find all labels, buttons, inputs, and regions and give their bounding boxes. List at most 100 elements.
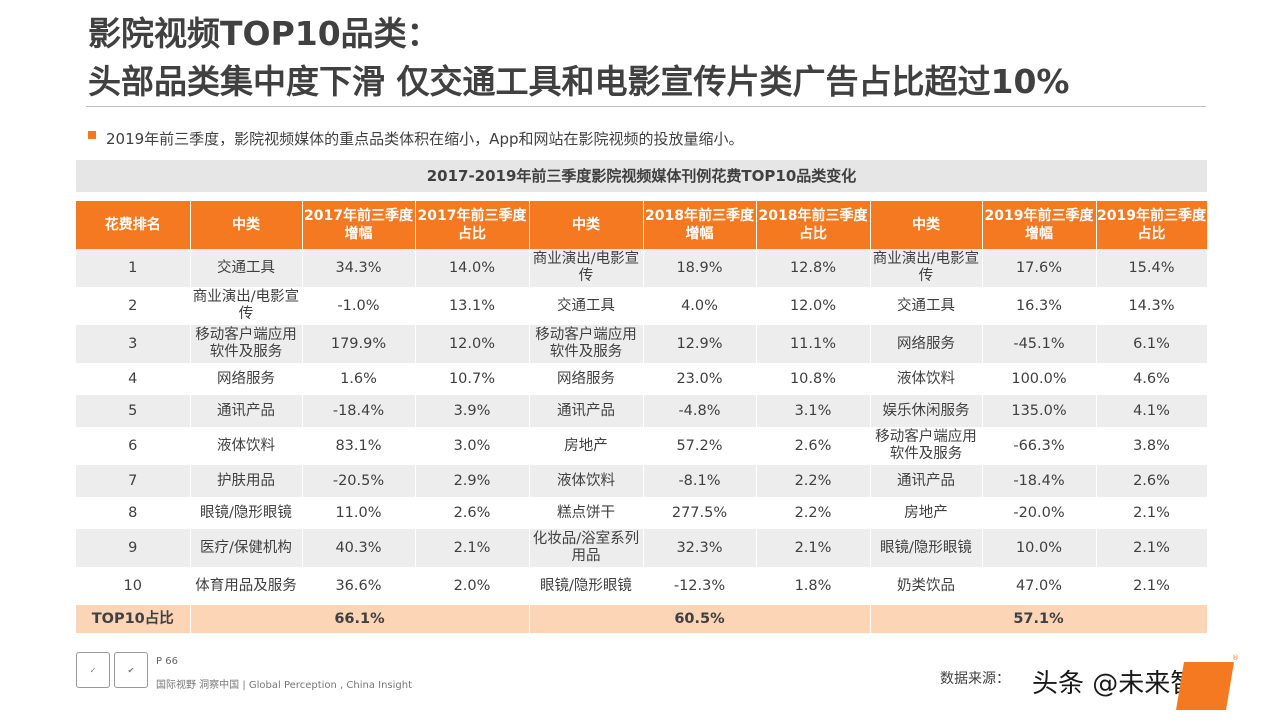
table-cell: 液体饮料 [869, 363, 983, 395]
table-cell: 移动客户端应用软件及服务 [528, 325, 644, 363]
table-cell: -1.0% [302, 287, 416, 325]
summary-bullet: 2019年前三季度，影院视频媒体的重点品类体积在缩小，App和网站在影院视频的投… [88, 126, 743, 150]
table-cell: 3.1% [756, 395, 871, 427]
table-row: 5 通讯产品 -18.4% 3.9% 通讯产品 -4.8% 3.1% 娱乐休闲服务 135.0%… [76, 395, 1208, 427]
table-cell: 15.4% [1096, 249, 1208, 287]
certification-logos: ✓ ✔ [76, 652, 148, 688]
table-cell: 护肤用品 [190, 465, 303, 497]
table-cell: 移动客户端应用软件及服务 [190, 325, 303, 363]
table-cell: 32.3% [643, 529, 757, 567]
table-cell: -20.5% [302, 465, 416, 497]
title-divider [86, 106, 1206, 107]
table-cell: 12.0% [415, 325, 530, 363]
table-row: 8 眼镜/隐形眼镜 11.0% 2.6% 糕点饼干 277.5% 2.2% 房地产 -20.0%… [76, 497, 1208, 529]
table-cell: 6 [76, 427, 191, 465]
table-cell: 40.3% [302, 529, 416, 567]
footer-tagline: 国际视野 洞察中国 | Global Perception , China In… [156, 680, 413, 691]
table-cell: 135.0% [982, 395, 1097, 427]
table-cell: 1.8% [756, 567, 871, 605]
table-cell: 10.7% [415, 363, 530, 395]
table-row: 9 医疗/保健机构 40.3% 2.1% 化妆品/浴室系列用品 32.3% 2.1% 眼镜/隐… [76, 529, 1208, 567]
title-line-1: 影院视频TOP10品类： [88, 14, 440, 53]
total-label: TOP10占比 [76, 605, 191, 633]
table-cell: 57.2% [643, 427, 757, 465]
table-cell: 34.3% [302, 249, 416, 287]
table-cell: 3.0% [415, 427, 530, 465]
table-cell: -12.3% [643, 567, 757, 605]
table-caption: 2017-2019年前三季度影院视频媒体刊例花费TOP10品类变化 [76, 160, 1207, 192]
table-cell: 2.1% [1096, 497, 1208, 529]
table-cell: 2.1% [1096, 567, 1208, 605]
table-cell: 体育用品及服务 [190, 567, 303, 605]
table-row: 10 体育用品及服务 36.6% 2.0% 眼镜/隐形眼镜 -12.3% 1.8% 奶类饮品 4… [76, 567, 1208, 605]
table-cell: 14.3% [1096, 287, 1208, 325]
table-cell: 4.1% [1096, 395, 1208, 427]
table-cell: 1.6% [302, 363, 416, 395]
table-cell: 12.9% [643, 325, 757, 363]
header-cell: 2018年前三季度增幅 [643, 201, 757, 249]
table-header-row: 花费排名 中类 2017年前三季度增幅 2017年前三季度占比 中类 2018年前三季度增… [76, 201, 1208, 249]
table-cell: 房地产 [869, 497, 983, 529]
table-cell: 网络服务 [190, 363, 303, 395]
table-cell: 商业演出/电影宣传 [190, 287, 303, 325]
table-cell: 6.1% [1096, 325, 1208, 363]
iso-badge-icon: ✔ [114, 652, 148, 688]
header-cell: 2018年前三季度占比 [756, 201, 871, 249]
table-cell: 2 [76, 287, 191, 325]
table-cell: 2.1% [1096, 529, 1208, 567]
table-cell: 3.8% [1096, 427, 1208, 465]
table-cell: -4.8% [643, 395, 757, 427]
table-cell: 1 [76, 249, 191, 287]
table-cell: 2.9% [415, 465, 530, 497]
table-row: 6 液体饮料 83.1% 3.0% 房地产 57.2% 2.6% 移动客户端应用软件及服务 -6… [76, 427, 1208, 465]
table-cell: 5 [76, 395, 191, 427]
table-cell: 100.0% [982, 363, 1097, 395]
table-cell: 娱乐休闲服务 [869, 395, 983, 427]
table-cell: 4.6% [1096, 363, 1208, 395]
table-row: 1 交通工具 34.3% 14.0% 商业演出/电影宣传 18.9% 12.8% 商业演出/电… [76, 249, 1208, 287]
table-cell: 3 [76, 325, 191, 363]
table-cell: -18.4% [302, 395, 416, 427]
table-cell: -45.1% [982, 325, 1097, 363]
header-cell: 花费排名 [76, 201, 191, 249]
top10-table: 花费排名 中类 2017年前三季度增幅 2017年前三季度占比 中类 2018年前三季度增… [76, 201, 1208, 633]
table-row: 2 商业演出/电影宣传 -1.0% 13.1% 交通工具 4.0% 12.0% 交通工具 16.… [76, 287, 1208, 325]
table-cell: 4 [76, 363, 191, 395]
table-cell: 网络服务 [869, 325, 983, 363]
title-line-2: 头部品类集中度下滑 仅交通工具和电影宣传片类广告占比超过10% [88, 62, 1070, 101]
header-cell: 2019年前三季度占比 [1096, 201, 1208, 249]
table-cell: 10 [76, 567, 191, 605]
table-cell: 房地产 [528, 427, 644, 465]
table-cell: 通讯产品 [869, 465, 983, 497]
table-cell: 23.0% [643, 363, 757, 395]
table-cell: 17.6% [982, 249, 1097, 287]
table-cell: 交通工具 [190, 249, 303, 287]
table-cell: 2.6% [415, 497, 530, 529]
table-cell: 液体饮料 [528, 465, 644, 497]
header-cell: 2017年前三季度占比 [415, 201, 530, 249]
header-cell: 中类 [528, 201, 644, 249]
table-cell: 2.1% [756, 529, 871, 567]
table-cell: 液体饮料 [190, 427, 303, 465]
table-cell: 商业演出/电影宣传 [869, 249, 983, 287]
table-cell: 移动客户端应用软件及服务 [869, 427, 983, 465]
table-cell: 12.8% [756, 249, 871, 287]
table-cell: 13.1% [415, 287, 530, 325]
table-cell: 化妆品/浴室系列用品 [528, 529, 644, 567]
table-cell: 10.0% [982, 529, 1097, 567]
table-cell: 277.5% [643, 497, 757, 529]
total-2018: 60.5% [528, 605, 871, 633]
table-cell: 83.1% [302, 427, 416, 465]
svg-text:®: ® [1232, 654, 1239, 662]
table-cell: 12.0% [756, 287, 871, 325]
table-cell: 医疗/保健机构 [190, 529, 303, 567]
bullet-square-icon [88, 131, 96, 139]
quality-seal-icon: ✓ [76, 652, 110, 688]
header-cell: 2017年前三季度增幅 [302, 201, 416, 249]
table-cell: 通讯产品 [528, 395, 644, 427]
table-cell: 通讯产品 [190, 395, 303, 427]
table-cell: 14.0% [415, 249, 530, 287]
table-cell: 2.0% [415, 567, 530, 605]
total-row: TOP10占比 66.1% 60.5% 57.1% [76, 605, 1208, 633]
table-cell: 2.2% [756, 465, 871, 497]
